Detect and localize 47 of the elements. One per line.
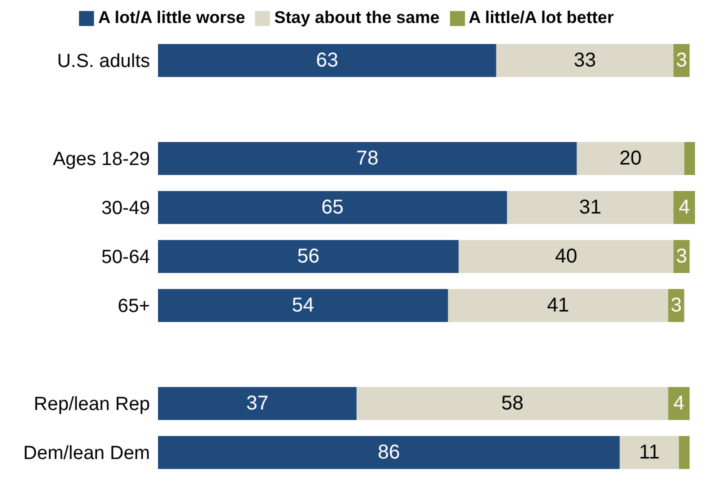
data-label: 63 — [316, 50, 338, 72]
y-tick-label: 50-64 — [101, 247, 150, 268]
bar — [158, 191, 508, 224]
bar — [356, 387, 668, 420]
bar — [496, 44, 674, 77]
y-tick-label: Rep/lean Rep — [34, 394, 150, 416]
data-label: 31 — [579, 196, 602, 218]
data-label: 4 — [673, 392, 684, 414]
y-tick-label: Ages 18-29 — [52, 149, 150, 170]
bar — [158, 387, 357, 420]
data-label: 3 — [670, 294, 682, 316]
bar — [158, 436, 620, 469]
y-tick-label: U.S. adults — [57, 51, 150, 72]
bar — [668, 387, 690, 420]
data-label: 86 — [378, 442, 400, 464]
bar — [674, 191, 695, 224]
y-tick-label: 65+ — [118, 296, 150, 318]
data-label: 40 — [554, 246, 578, 268]
bar — [158, 240, 459, 273]
data-label: 20 — [619, 148, 642, 170]
bar — [620, 436, 679, 469]
bar — [684, 142, 695, 175]
bar — [507, 191, 674, 224]
legend-label: A lot/A little worse — [98, 8, 246, 27]
bar — [576, 142, 684, 175]
data-label: 54 — [292, 294, 314, 316]
bar — [158, 142, 577, 175]
legend-label: A little/A lot better — [468, 8, 614, 27]
bar — [158, 289, 448, 322]
data-label: 3 — [676, 50, 688, 72]
bar — [158, 44, 496, 77]
data-label: 56 — [297, 246, 320, 268]
data-label: 11 — [638, 442, 660, 464]
bar — [458, 240, 674, 273]
data-label: 3 — [676, 246, 688, 268]
data-label: 78 — [356, 148, 379, 170]
y-tick-label: 30-49 — [101, 198, 150, 220]
data-label: 37 — [246, 392, 268, 414]
data-label: 41 — [546, 294, 570, 316]
y-tick-label: Dem/lean Dem — [23, 443, 150, 464]
data-label: 33 — [574, 50, 596, 72]
data-label: 4 — [678, 196, 690, 218]
bar — [448, 289, 668, 322]
bar — [678, 436, 690, 469]
legend-label: Stay about the same — [274, 8, 440, 27]
data-label: 65 — [321, 196, 344, 218]
data-label: 58 — [501, 392, 524, 414]
